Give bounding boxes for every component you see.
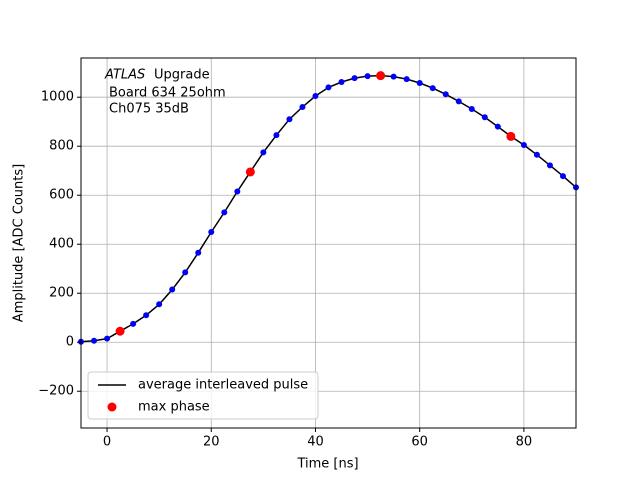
y-tick-label: 600 xyxy=(49,188,74,203)
x-tick-label: 60 xyxy=(411,435,428,450)
legend-label: average interleaved pulse xyxy=(138,378,308,393)
sample-point xyxy=(481,114,488,121)
sample-point xyxy=(156,301,163,308)
sample-point xyxy=(429,85,436,92)
sample-point xyxy=(403,76,410,83)
sample-point xyxy=(195,249,202,256)
max-phase-point xyxy=(245,167,255,177)
y-tick-label: 200 xyxy=(49,286,74,301)
y-tick-label: −200 xyxy=(38,384,74,399)
y-axis-label: Amplitude [ADC Counts] xyxy=(12,164,27,322)
y-tick-label: 1000 xyxy=(41,90,74,105)
sample-point xyxy=(234,188,241,195)
legend-label: max phase xyxy=(138,400,210,415)
sample-point xyxy=(390,73,397,80)
sample-point xyxy=(533,151,540,158)
sample-point xyxy=(351,75,358,82)
sample-point xyxy=(273,132,280,139)
annotation: ATLAS xyxy=(104,68,145,83)
sample-point xyxy=(416,79,423,86)
sample-point xyxy=(312,92,319,99)
y-tick-label: 0 xyxy=(66,335,74,350)
sample-point xyxy=(468,105,475,112)
sample-point xyxy=(546,162,553,169)
annotation: Upgrade xyxy=(154,68,210,83)
sample-point xyxy=(104,335,111,342)
sample-point xyxy=(494,123,501,130)
sample-point xyxy=(325,84,332,91)
legend-box xyxy=(87,371,319,420)
sample-point xyxy=(91,337,98,344)
sample-point xyxy=(520,141,527,148)
x-tick-label: 0 xyxy=(103,435,111,450)
annotation: Ch075 35dB xyxy=(109,102,189,117)
sample-point xyxy=(221,209,228,216)
sample-point xyxy=(182,269,189,276)
plot-frame xyxy=(80,57,577,429)
y-tick-label: 400 xyxy=(49,237,74,252)
sample-point xyxy=(442,91,449,98)
sample-point xyxy=(208,228,215,235)
x-axis-label: Time [ns] xyxy=(296,457,358,472)
y-tick-label: 800 xyxy=(49,139,74,154)
max-phase-point xyxy=(115,326,125,336)
sample-point xyxy=(130,320,137,327)
sample-point xyxy=(455,98,462,105)
sample-point xyxy=(169,286,176,293)
legend-swatch xyxy=(107,402,117,412)
x-tick-label: 80 xyxy=(516,435,533,450)
sample-point xyxy=(260,149,267,156)
plot-area xyxy=(81,58,576,428)
max-phase-point xyxy=(506,131,516,141)
annotation: Board 634 25ohm xyxy=(109,86,226,101)
sample-point xyxy=(559,173,566,180)
max-phase-point xyxy=(376,71,386,81)
x-tick-label: 40 xyxy=(307,435,324,450)
sample-point xyxy=(338,79,345,86)
sample-point xyxy=(143,312,150,319)
x-tick-label: 20 xyxy=(203,435,220,450)
sample-point xyxy=(286,116,293,123)
sample-point xyxy=(299,104,306,111)
sample-point xyxy=(364,73,371,80)
